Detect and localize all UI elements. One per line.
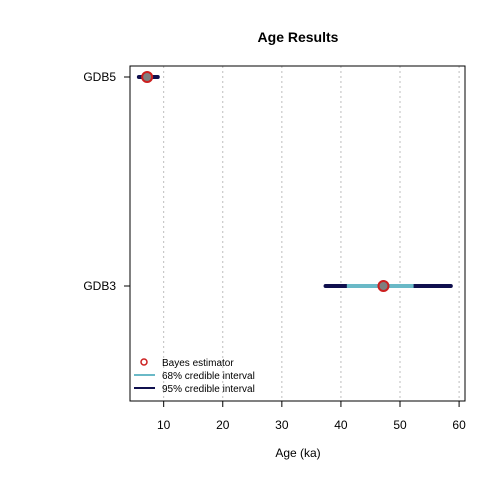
legend-label-95-credible-interval: 95% credible interval <box>162 384 255 395</box>
chart-title: Age Results <box>258 29 339 45</box>
legend-label-68-credible-interval: 68% credible interval <box>162 371 255 382</box>
x-tick-label-60: 60 <box>452 418 466 432</box>
axes: 10 20 30 40 50 60 GDB5 GDB3 <box>83 70 466 432</box>
legend-symbol-bayes-estimator <box>140 358 148 366</box>
x-tick-label-40: 40 <box>334 418 348 432</box>
x-tick-label-30: 30 <box>275 418 289 432</box>
x-tick-label-20: 20 <box>216 418 230 432</box>
y-tick-label-gdb3: GDB3 <box>83 279 116 293</box>
x-tick-label-10: 10 <box>157 418 171 432</box>
plot-area-border <box>129 65 466 402</box>
x-axis-label: Age (ka) <box>275 446 320 460</box>
bayes-estimate-point-gdb3 <box>377 280 390 292</box>
plot-marks <box>136 71 453 292</box>
legend-label-bayes-estimator: Bayes estimator <box>162 358 234 369</box>
bayes-estimate-point-gdb5 <box>141 71 154 83</box>
y-tick-label-gdb5: GDB5 <box>83 70 116 84</box>
legend: Bayes estimator 68% credible interval 95% … <box>134 358 255 395</box>
x-tick-label-50: 50 <box>393 418 407 432</box>
grid-lines <box>163 66 460 401</box>
